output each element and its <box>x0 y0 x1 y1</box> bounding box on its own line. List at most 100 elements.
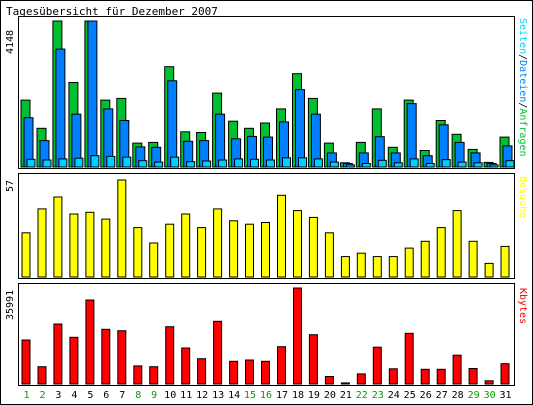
kbytes-bar <box>293 287 302 385</box>
kbytes-bar <box>181 347 191 385</box>
kbytes-bar <box>436 368 446 385</box>
visits-bar <box>53 196 63 278</box>
pages-bar <box>282 157 291 168</box>
day-label: 24 <box>388 390 400 401</box>
kbytes-bar <box>452 354 462 385</box>
day-label: 17 <box>276 390 288 401</box>
pages-bar <box>377 159 387 168</box>
visits-bar <box>21 232 31 278</box>
pages-bar <box>106 155 116 168</box>
pages-bar <box>218 159 228 168</box>
day-label: 4 <box>71 390 77 401</box>
kbytes-bar <box>117 330 127 385</box>
visits-bar <box>484 262 494 278</box>
kbytes-bar <box>21 339 31 385</box>
pages-bar <box>393 162 403 168</box>
chart-title: Tagesübersicht für Dezember 2007 <box>6 5 218 18</box>
kbytes-bar <box>420 368 430 385</box>
visits-bar <box>165 223 175 278</box>
day-label: 28 <box>452 390 464 401</box>
day-label: 1 <box>23 390 29 401</box>
bottom-panel-legend-label: Kbytes <box>517 288 528 324</box>
visits-bar <box>356 252 366 278</box>
day-label: 2 <box>39 390 45 401</box>
pages-bar <box>74 157 84 168</box>
visits-bar <box>452 210 462 278</box>
middle-panel: 57 Besuche <box>5 173 528 279</box>
visits-bar <box>277 194 286 278</box>
middle-panel-bars <box>21 179 510 278</box>
day-label: 12 <box>196 390 208 401</box>
legend-part: Anfragen <box>517 108 528 156</box>
middle-panel-max-label: 57 <box>5 180 16 192</box>
day-label: 6 <box>103 390 109 401</box>
visits-bar <box>101 218 111 278</box>
kbytes-bar <box>197 358 207 385</box>
pages-bar <box>250 158 259 168</box>
files-bar <box>295 89 305 168</box>
pages-bar <box>154 161 164 168</box>
day-label: 22 <box>356 390 368 401</box>
visits-bar <box>324 232 334 278</box>
kbytes-bar <box>261 360 270 385</box>
kbytes-bar <box>324 376 334 385</box>
day-axis-labels: 1 2 3 4 5 6 7 8 9 10 11 12 13 14 15 16 17 18 19 20 21 22 23 24 2… <box>23 390 511 401</box>
pages-bar <box>266 159 275 168</box>
day-label: 30 <box>484 390 496 401</box>
visits-bar <box>181 213 191 278</box>
kbytes-bar <box>277 346 286 385</box>
top-panel-frame <box>18 16 515 169</box>
day-label: 10 <box>164 390 176 401</box>
day-label: 29 <box>468 390 480 401</box>
pages-bar <box>457 161 467 168</box>
kbytes-bar <box>356 373 366 385</box>
files-bar <box>55 48 66 168</box>
day-label: 25 <box>404 390 416 401</box>
top-panel-legend-label: Seiten/Dateien/Anfragen <box>517 18 528 157</box>
visits-bar <box>229 220 239 278</box>
day-label: 19 <box>308 390 320 401</box>
top-panel: 4148 Seiten/Dateien/Anfragen <box>5 16 528 169</box>
kbytes-bar <box>37 366 47 385</box>
pages-bar <box>361 163 371 168</box>
kbytes-bar <box>69 336 79 385</box>
visits-bar <box>37 208 47 278</box>
day-label: 14 <box>228 390 240 401</box>
visits-bar <box>404 247 414 278</box>
pages-bar <box>138 160 148 168</box>
kbytes-bar <box>245 359 254 385</box>
kbytes-bar <box>484 380 494 385</box>
visits-bar <box>117 179 127 278</box>
pages-bar <box>42 159 52 168</box>
kbytes-bar <box>308 334 318 385</box>
day-label: 31 <box>499 390 511 401</box>
pages-bar <box>298 157 307 168</box>
pages-bar <box>329 161 339 168</box>
kbytes-bar <box>165 326 175 385</box>
visits-bar <box>69 213 79 278</box>
pages-bar <box>186 161 196 168</box>
bottom-panel: 35991 Kbytes <box>5 283 528 386</box>
day-label: 23 <box>372 390 384 401</box>
visits-bar <box>245 223 254 278</box>
kbytes-bar <box>372 346 382 385</box>
pages-bar <box>234 158 244 168</box>
visits-bar <box>261 222 270 278</box>
kbytes-bar <box>229 360 239 385</box>
day-label: 9 <box>151 390 157 401</box>
kbytes-bar <box>340 382 350 385</box>
pages-bar <box>489 164 499 168</box>
day-label: 16 <box>260 390 272 401</box>
top-panel-max-label: 4148 <box>5 30 16 54</box>
pages-bar <box>425 163 435 168</box>
visits-bar <box>340 256 350 278</box>
day-label: 27 <box>436 390 448 401</box>
files-bar <box>167 80 178 168</box>
visits-bar <box>388 256 398 278</box>
day-label: 26 <box>420 390 432 401</box>
visits-bar <box>436 227 446 278</box>
pages-bar <box>58 158 68 168</box>
visits-bar <box>197 227 207 278</box>
